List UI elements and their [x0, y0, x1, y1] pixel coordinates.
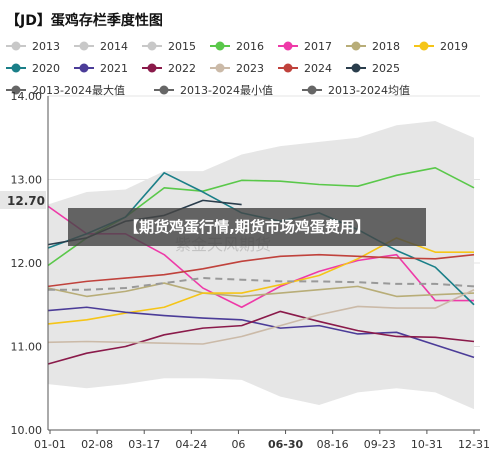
- legend-swatch-dot: [11, 41, 21, 51]
- y-tick-label: 10.00: [11, 424, 43, 437]
- legend-swatch-dot: [79, 63, 89, 73]
- chart-legend: 2013 2014 2015 2016 2017 2018 2019 2020 2021 2022…: [6, 40, 468, 97]
- legend-swatch-dot: [159, 85, 169, 95]
- legend-swatch-dot: [79, 41, 89, 51]
- x-tick-label: 06-30: [268, 438, 304, 451]
- y-tick-label: 13.00: [11, 174, 43, 187]
- x-tick-label: 06: [231, 438, 245, 451]
- chart-title: 【JD】蛋鸡存栏季度性图: [6, 12, 163, 29]
- x-tick-label: 10-31: [411, 438, 443, 451]
- legend-swatch-dot: [147, 41, 157, 51]
- legend-entry-label: 2016: [236, 40, 264, 53]
- legend-entry-label: 2025: [372, 62, 400, 75]
- legend-swatch-dot: [215, 41, 225, 51]
- series-2022-line: [47, 310, 475, 365]
- series-2024-line: [47, 253, 475, 288]
- x-tick-label: 02-08: [81, 438, 113, 451]
- legend-swatch-dot: [11, 63, 21, 73]
- series-2021-line: [47, 306, 475, 359]
- legend-entry-label: 2021: [100, 62, 128, 75]
- min-max-band-area: [48, 121, 474, 410]
- series-2018-line: [47, 282, 475, 298]
- x-tick-label: 04-24: [175, 438, 207, 451]
- legend-entry-label: 2014: [100, 40, 128, 53]
- headline-banner: 【期货鸡蛋行情,期货市场鸡蛋费用】: [68, 208, 426, 246]
- min-max-band: [48, 121, 474, 410]
- legend-entry-label: 2013: [32, 40, 60, 53]
- current-value-marker: 12.70: [0, 191, 46, 209]
- x-tick-label: 12-31: [458, 438, 490, 451]
- x-tick-label: 09-23: [364, 438, 396, 451]
- legend-swatch-dot: [147, 63, 157, 73]
- legend-entry-label: 2020: [32, 62, 60, 75]
- legend-entry-label: 2013-2024最小值: [180, 84, 273, 97]
- x-tick-label: 03-17: [128, 438, 160, 451]
- y-tick-label: 12.00: [11, 257, 43, 270]
- current-value-box: [0, 191, 46, 209]
- legend-entry-label: 2015: [168, 40, 196, 53]
- chart-axes: 10.00 11.00 12.00 13.00 14.00 01-01 02-08 03-17…: [11, 90, 490, 451]
- legend-swatch-dot: [419, 41, 429, 51]
- headline-banner-bg: [68, 208, 426, 246]
- legend-entry-label: 2013-2024均值: [328, 84, 410, 97]
- legend-swatch-dot: [351, 63, 361, 73]
- headline-banner-text: 【期货鸡蛋行情,期货市场鸡蛋费用】: [124, 218, 370, 236]
- legend-swatch-dot: [307, 85, 317, 95]
- legend-entry-label: 2023: [236, 62, 264, 75]
- series-2023-line: [47, 288, 475, 345]
- current-value-label: 12.70: [7, 194, 45, 208]
- legend-entry-label: 2017: [304, 40, 332, 53]
- legend-entry-label: 2022: [168, 62, 196, 75]
- legend-entry-label: 2024: [304, 62, 332, 75]
- legend-swatch-dot: [283, 41, 293, 51]
- y-tick-label: 14.00: [11, 90, 43, 103]
- legend-swatch-dot: [283, 63, 293, 73]
- x-tick-label: 01-01: [34, 438, 66, 451]
- legend-swatch-dot: [11, 85, 21, 95]
- legend-swatch-dot: [215, 63, 225, 73]
- legend-entry-label: 2018: [372, 40, 400, 53]
- y-tick-label: 11.00: [11, 341, 43, 354]
- legend-entry-label: 2019: [440, 40, 468, 53]
- legend-entry-label: 2013-2024最大值: [32, 83, 125, 97]
- x-tick-label: 08-16: [317, 438, 349, 451]
- legend-swatch-dot: [351, 41, 361, 51]
